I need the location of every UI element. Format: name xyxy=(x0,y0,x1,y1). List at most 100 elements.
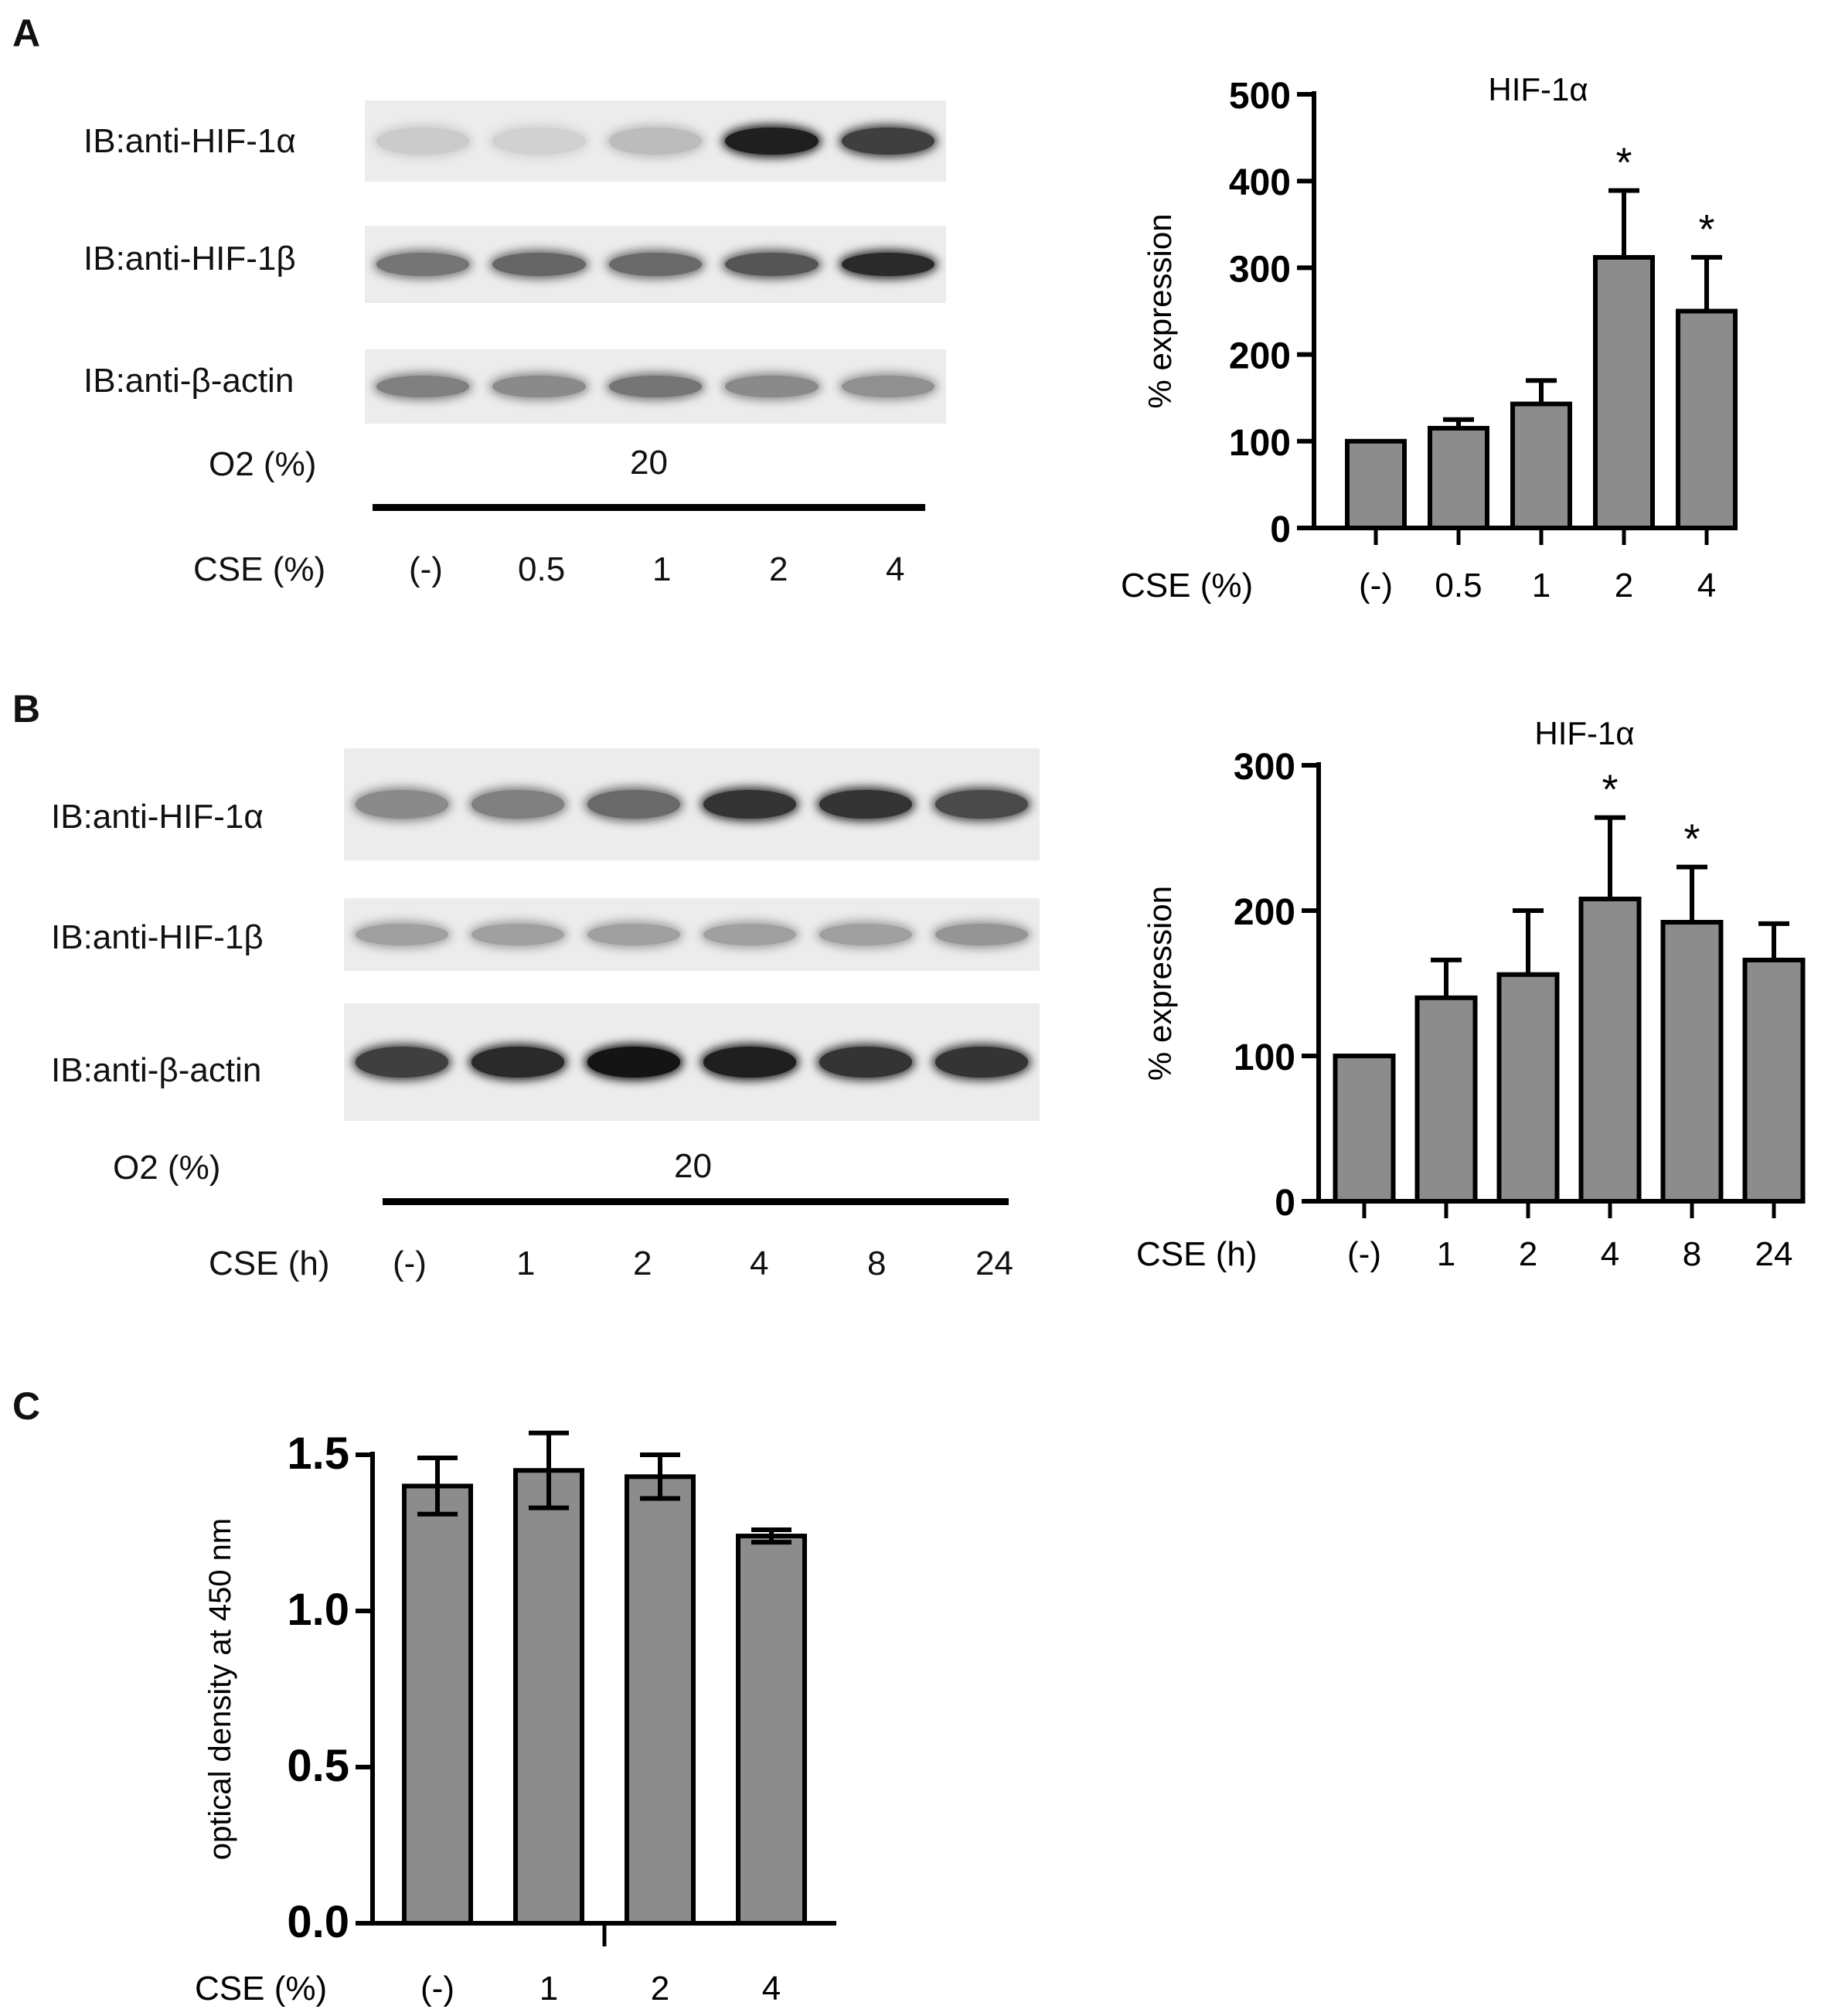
x-tick-label: 8 xyxy=(1683,1235,1701,1273)
panel-a-hif1b-blot xyxy=(365,226,946,303)
bar xyxy=(1660,920,1724,1204)
panel-b-hif1a-label: IB:anti-HIF-1α xyxy=(51,798,264,836)
bar xyxy=(1428,425,1489,530)
significance-marker: * xyxy=(1698,206,1714,253)
panel-a-o2-value: 20 xyxy=(630,444,668,482)
panel-b-cse-value: 2 xyxy=(633,1245,652,1282)
panel-c-letter: C xyxy=(12,1384,41,1428)
panel-a-cse-value: 4 xyxy=(886,550,905,588)
panel-b-hif1b-blot xyxy=(344,898,1040,971)
x-tick-label: 4 xyxy=(1697,567,1716,604)
significance-marker: * xyxy=(1683,816,1700,863)
blot-band xyxy=(819,923,912,946)
panel-a-cse-value: (-) xyxy=(409,550,443,588)
panel-b-hif1a-chart: 0 100 200 300 (-) 1 2 * 4 * 8 24 CSE (h) % expression… xyxy=(1136,715,1806,1273)
panel-b-cse-value: 8 xyxy=(867,1245,887,1282)
x-axis-label: CSE (h) xyxy=(1136,1235,1257,1273)
x-tick-label: (-) xyxy=(1347,1235,1381,1273)
blot-band xyxy=(471,789,564,819)
y-tick-label: 1.5 xyxy=(287,1429,349,1479)
blot-band xyxy=(608,253,703,276)
x-tick-label: 1 xyxy=(1437,1235,1455,1273)
panel-b-cse-value: (-) xyxy=(393,1245,427,1282)
panel-b-actin-label: IB:anti-β-actin xyxy=(51,1051,262,1089)
y-tick-label: 0.0 xyxy=(287,1897,349,1947)
bar xyxy=(1414,995,1478,1204)
panel-b-actin-blot xyxy=(344,1003,1040,1121)
blot-band xyxy=(471,923,564,946)
x-tick-label: (-) xyxy=(420,1970,454,2007)
bar xyxy=(1333,1054,1396,1204)
y-tick-label: 200 xyxy=(1234,892,1295,933)
blot-band xyxy=(703,789,796,819)
panel-a-hif1b-label: IB:anti-HIF-1β xyxy=(83,240,296,278)
panel-b-o2-bar xyxy=(383,1198,1009,1205)
blot-band xyxy=(841,375,934,398)
y-tick-label: 100 xyxy=(1229,423,1291,464)
x-tick-label: 0.5 xyxy=(1435,567,1482,604)
panel-b-cse-value: 4 xyxy=(750,1245,769,1282)
panel-a-o2-bar xyxy=(373,504,925,511)
x-tick-label: 1 xyxy=(540,1970,558,2007)
blot-band xyxy=(587,923,680,946)
panel-c-od-chart: 0.0 0.5 1.0 1.5 (-) 1 2 4 CSE (%) optical density… xyxy=(195,1429,836,2007)
panel-b-cse-value: 24 xyxy=(975,1245,1013,1282)
y-tick-label: 300 xyxy=(1229,249,1291,290)
chart-title: HIF-1α xyxy=(1534,715,1634,751)
y-tick-label: 500 xyxy=(1229,76,1291,117)
blot-band xyxy=(492,375,586,398)
y-tick-label: 0 xyxy=(1270,509,1291,550)
significance-marker: * xyxy=(1602,767,1618,813)
blot-band xyxy=(492,127,586,155)
blot-band xyxy=(935,923,1028,946)
x-tick-label: 24 xyxy=(1755,1235,1793,1273)
panel-b-letter: B xyxy=(12,687,41,730)
x-tick-label: 4 xyxy=(762,1970,781,2007)
panel-a-letter: A xyxy=(12,12,41,55)
bar xyxy=(1496,972,1560,1204)
y-axis-label: % expression xyxy=(1142,886,1178,1081)
x-tick-label: 4 xyxy=(1601,1235,1619,1273)
y-tick-label: 1.0 xyxy=(287,1585,349,1635)
blot-band xyxy=(935,1047,1028,1078)
y-tick-label: 0.5 xyxy=(287,1741,349,1791)
blot-band xyxy=(725,375,819,398)
blot-band xyxy=(356,923,448,946)
blot-band xyxy=(587,1047,680,1078)
panel-b-hif1a-blot xyxy=(344,748,1040,860)
panel-a-cse-label: CSE (%) xyxy=(193,550,326,588)
panel-b-o2-value: 20 xyxy=(674,1147,712,1185)
x-axis-label: CSE (%) xyxy=(1121,567,1253,604)
x-tick-label: 2 xyxy=(1519,1235,1537,1273)
bar xyxy=(736,1534,807,1926)
panel-a-actin-blot xyxy=(365,349,946,424)
blot-band xyxy=(841,253,934,276)
blot-band xyxy=(587,789,680,819)
blot-band xyxy=(608,375,703,398)
bar xyxy=(1578,896,1642,1204)
blot-band xyxy=(471,1047,564,1078)
blot-band xyxy=(608,127,703,155)
panel-a-cse-value: 1 xyxy=(652,550,672,588)
panel-a-cse-value: 2 xyxy=(769,550,788,588)
x-tick-label: (-) xyxy=(1359,567,1393,604)
y-tick-label: 200 xyxy=(1229,336,1291,377)
panel-a-o2-label: O2 (%) xyxy=(209,445,317,483)
x-tick-label: 2 xyxy=(1615,567,1633,604)
panel-b-hif1b-label: IB:anti-HIF-1β xyxy=(51,918,264,956)
blot-band xyxy=(356,789,448,819)
blot-band xyxy=(819,1047,912,1078)
x-tick-label: 1 xyxy=(1532,567,1551,604)
y-tick-label: 100 xyxy=(1234,1037,1295,1078)
blot-band xyxy=(725,253,819,276)
y-tick-label: 300 xyxy=(1234,747,1295,788)
bar xyxy=(1345,438,1407,530)
panel-a-hif1a-chart: 0 100 200 300 400 500 (-) 0.5 1 * 2 * 4 CSE (%) % expr… xyxy=(1121,71,1738,604)
y-tick-label: 0 xyxy=(1275,1183,1295,1224)
blot-band xyxy=(725,127,819,155)
blot-band xyxy=(703,923,796,946)
bar xyxy=(625,1474,696,1926)
bar xyxy=(513,1468,584,1926)
blot-band xyxy=(841,127,934,155)
chart-title: HIF-1α xyxy=(1488,71,1588,107)
